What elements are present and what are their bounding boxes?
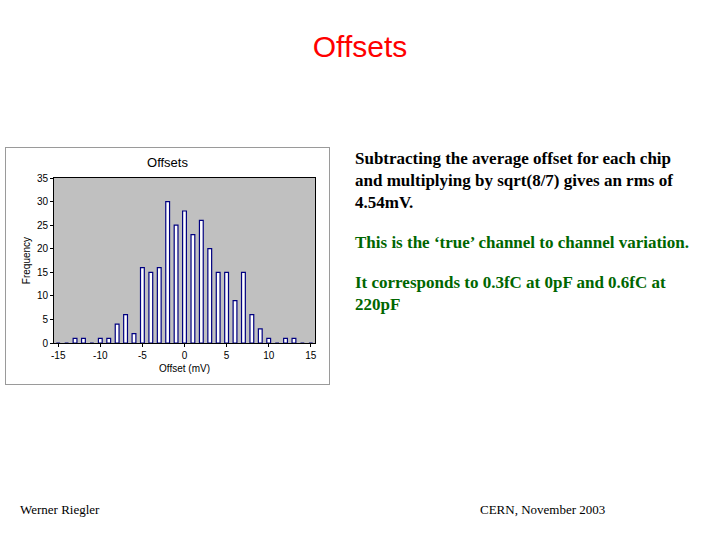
svg-text:10: 10 xyxy=(37,290,49,301)
html-text:Offsets: Offsets xyxy=(312,30,408,63)
svg-text:-15: -15 xyxy=(51,350,66,361)
svg-text:35: 35 xyxy=(37,173,49,184)
svg-text:-5: -5 xyxy=(138,350,147,361)
html-text:It corresponds to 0.3fC at 0pF: It corresponds to 0.3fC at 0pF and 0.6fC… xyxy=(355,273,666,315)
svg-text:5: 5 xyxy=(224,350,230,361)
html-text:Werner Riegler: Werner Riegler xyxy=(20,502,100,517)
svg-text:30: 30 xyxy=(37,196,49,207)
html-text:This is the ‘true’ channel to: This is the ‘true’ channel to channel va… xyxy=(355,233,689,253)
svg-text:15: 15 xyxy=(305,350,317,361)
html-text:CERN, November 2003: CERN, November 2003 xyxy=(480,502,606,517)
svg-text:20: 20 xyxy=(37,243,49,254)
svg-text:0: 0 xyxy=(42,338,48,349)
svg-text:Frequency: Frequency xyxy=(21,237,32,284)
svg-text:-10: -10 xyxy=(93,350,108,361)
svg-text:5: 5 xyxy=(42,314,48,325)
svg-text:10: 10 xyxy=(263,350,275,361)
html-text:Subtracting the average offset: Subtracting the average offset for each … xyxy=(355,149,673,213)
svg-text:15: 15 xyxy=(37,267,49,278)
svg-text:Offsets: Offsets xyxy=(147,155,188,170)
svg-text:25: 25 xyxy=(37,220,49,231)
svg-text:0: 0 xyxy=(182,350,188,361)
svg-text:Offset (mV): Offset (mV) xyxy=(159,363,210,374)
